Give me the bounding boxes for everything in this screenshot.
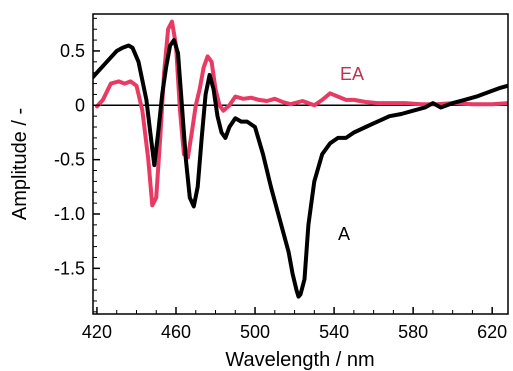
- y-axis-ticks: 0.5 0 -0.5 -1.0 -1.5: [54, 17, 100, 313]
- x-axis-ticks: 420 460 500 540 580 620: [82, 307, 507, 342]
- y-tick-label: 0: [75, 95, 85, 115]
- plot-frame: [92, 13, 509, 315]
- series-line-a: [93, 38, 508, 299]
- y-tick-label: -0.5: [54, 150, 85, 170]
- x-tick-label: 420: [82, 322, 112, 342]
- x-tick-label: 580: [398, 322, 428, 342]
- x-tick-label: 540: [319, 322, 349, 342]
- x-tick-label: 500: [240, 322, 270, 342]
- x-axis-title: Wavelength / nm: [225, 349, 374, 371]
- y-tick-label: -1.5: [54, 258, 85, 278]
- series-line-ea: [95, 19, 508, 208]
- series-layer: [93, 19, 508, 299]
- x-tick-label: 620: [477, 322, 507, 342]
- y-tick-label: -1.0: [54, 204, 85, 224]
- series-label-a: A: [338, 224, 350, 244]
- y-axis-title: Amplitude / -: [9, 108, 31, 220]
- x-tick-label: 460: [161, 322, 191, 342]
- y-tick-label: 0.5: [60, 41, 85, 61]
- series-label-ea: EA: [340, 64, 364, 84]
